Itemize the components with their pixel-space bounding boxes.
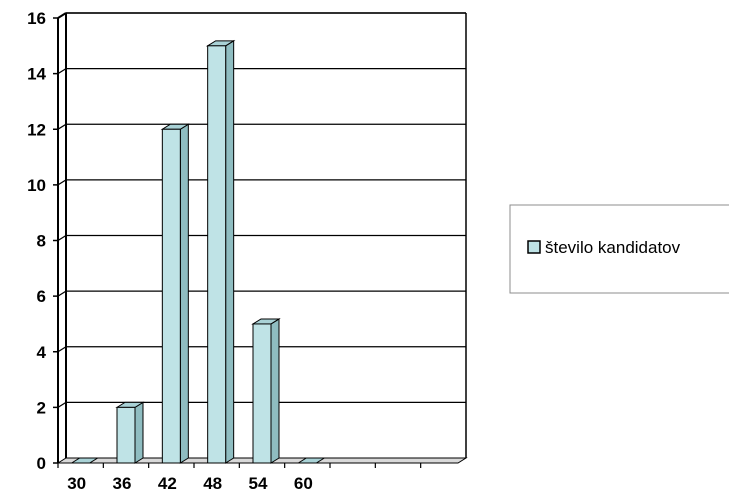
bar-front-36	[116, 406, 136, 464]
x-tick-label-36: 36	[113, 474, 132, 493]
bar-side-42	[179, 123, 189, 464]
y-tick-label-6: 6	[37, 287, 46, 306]
gridline-side-14	[57, 68, 67, 75]
y-tick-label-4: 4	[37, 343, 47, 362]
y-tick-label-16: 16	[27, 9, 46, 28]
y-tick-label-12: 12	[27, 120, 46, 139]
bar-54	[251, 318, 281, 464]
bar-60	[296, 457, 327, 464]
y-tick-label-10: 10	[27, 176, 46, 195]
bars	[69, 39, 327, 464]
y-tick-label-14: 14	[27, 65, 46, 84]
x-tick-label-54: 54	[249, 474, 268, 493]
bar-flat-60	[296, 457, 327, 464]
wall-top-edge	[57, 12, 67, 19]
bar-front-54	[252, 323, 272, 464]
x-tick-label-48: 48	[203, 474, 222, 493]
gridline-side-10	[57, 179, 67, 186]
x-tick-label-30: 30	[67, 474, 86, 493]
plot-back-wall	[58, 13, 466, 463]
bar-flat-30	[69, 457, 100, 464]
y-tick-label-2: 2	[37, 398, 46, 417]
gridline-side-4	[57, 346, 67, 353]
y-axis-ticks: 0 2 4 6 8 10 12 14 16	[27, 9, 58, 473]
y-tick-label-0: 0	[37, 454, 46, 473]
gridline-side-8	[57, 234, 67, 242]
y-tick-label-8: 8	[37, 232, 46, 251]
bar-side-36	[134, 401, 144, 464]
gridline-side-12	[57, 123, 67, 130]
legend: število kandidatov	[509, 204, 729, 294]
bar-48	[205, 39, 236, 464]
x-axis-ticks: 30 36 42 48 54 60	[57, 463, 422, 493]
x-tick-label-42: 42	[158, 474, 177, 493]
gridline-side-2	[57, 401, 67, 408]
bar-side-54	[270, 318, 280, 464]
legend-swatch	[527, 240, 541, 254]
gridline-side-6	[57, 290, 67, 297]
plot-wall-fill	[58, 13, 466, 463]
bar-36	[115, 401, 145, 464]
bar-side-48	[225, 39, 235, 464]
legend-box	[509, 204, 729, 294]
bar-42	[160, 123, 191, 464]
legend-label: število kandidatov	[545, 238, 681, 257]
bar-front-42	[161, 128, 181, 464]
x-tick-label-60: 60	[294, 474, 313, 493]
bar-front-48	[207, 45, 227, 464]
bar-30	[69, 457, 100, 464]
